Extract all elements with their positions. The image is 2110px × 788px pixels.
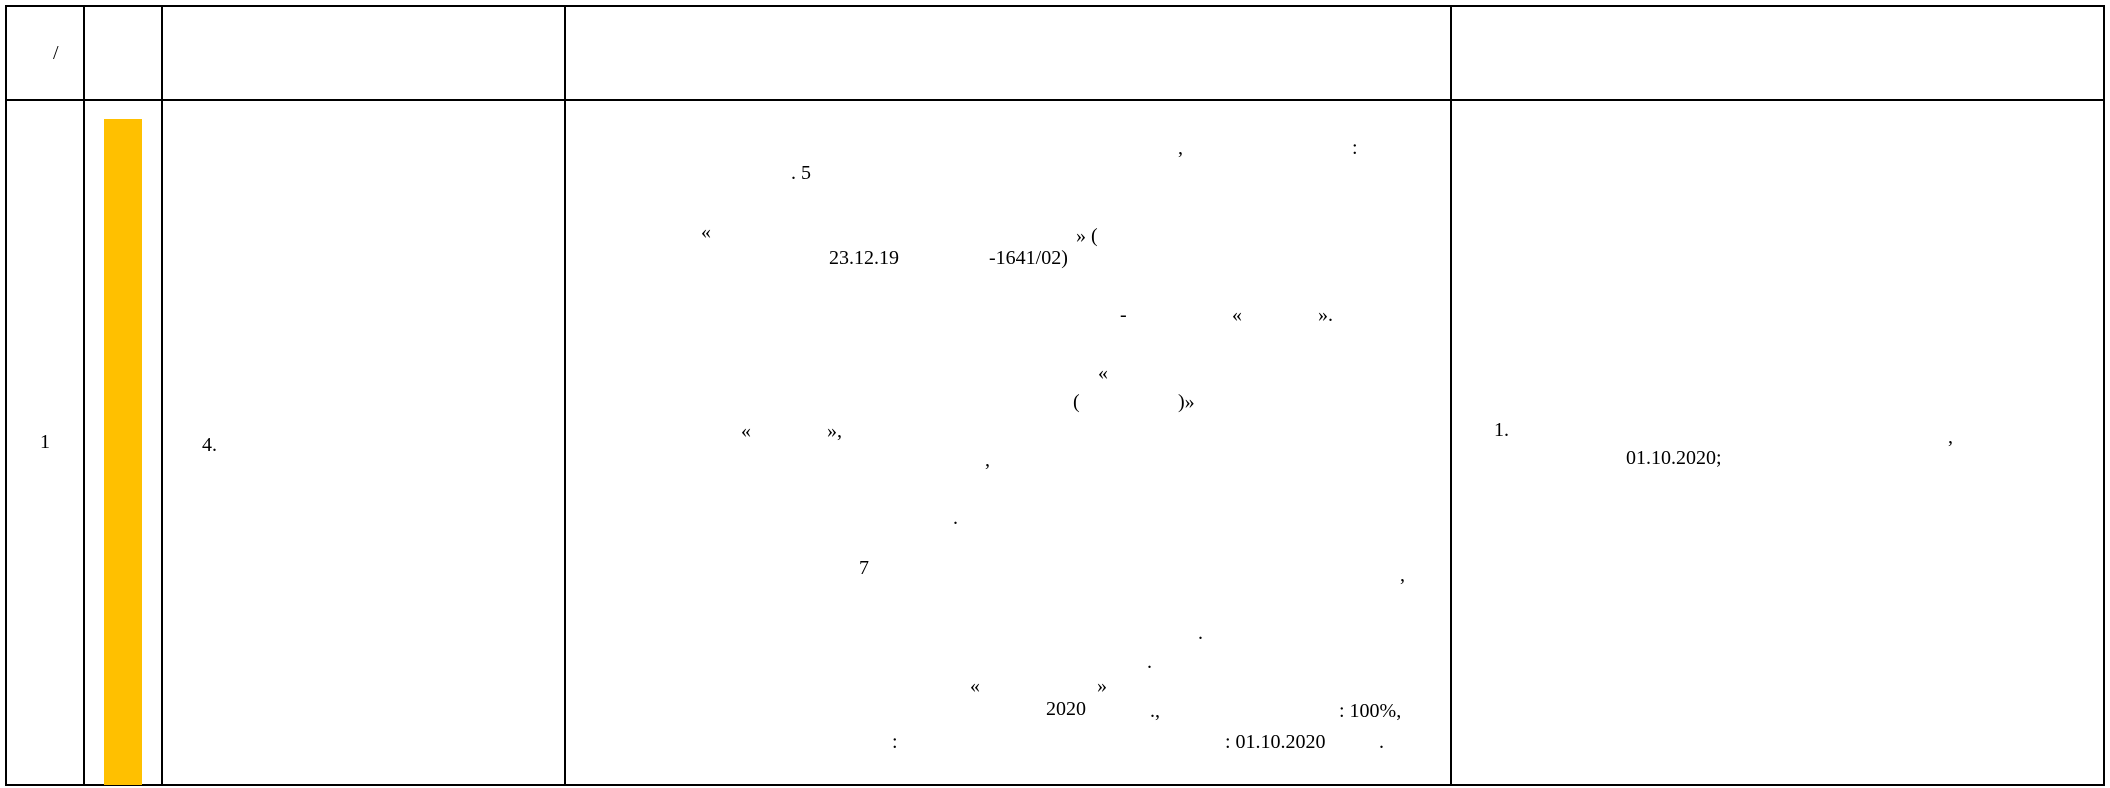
description-text: :: [892, 731, 898, 753]
description-text: » (: [1076, 225, 1098, 247]
description-text: : 01.10.2020: [1225, 731, 1326, 753]
column-divider-1: [83, 5, 85, 786]
row-item-number: 4.: [202, 434, 217, 456]
description-text: .: [953, 507, 958, 529]
column-divider-4: [1450, 5, 1452, 786]
result-item-number: 1.: [1494, 419, 1509, 441]
table-border-top: [5, 5, 2105, 7]
result-comma: ,: [1948, 426, 1953, 448]
column-divider-2: [161, 5, 163, 786]
description-text: «: [701, 221, 711, 243]
row-number: 1: [40, 431, 50, 453]
description-text: «: [1098, 362, 1108, 384]
description-text: (: [1073, 391, 1080, 413]
description-text: .: [1147, 651, 1152, 673]
description-text: 7: [859, 557, 869, 579]
description-text: ».: [1318, 304, 1333, 326]
description-text: ,: [1400, 564, 1405, 586]
result-date: 01.10.2020;: [1626, 447, 1722, 469]
description-text: : 100%,: [1339, 700, 1402, 722]
description-text: .,: [1150, 700, 1160, 722]
table-header-divider: [5, 99, 2105, 101]
table-border-left: [5, 5, 7, 786]
description-text: .: [1198, 622, 1203, 644]
description-text: ,: [1178, 137, 1183, 159]
description-text: ,: [985, 449, 990, 471]
description-text: »: [1097, 675, 1107, 697]
description-text: «: [1232, 304, 1242, 326]
table-border-bottom: [5, 784, 2105, 786]
table-border-right: [2103, 5, 2105, 786]
description-text: .: [1379, 731, 1384, 753]
description-text: 2020: [1046, 698, 1086, 720]
description-text: -: [1120, 304, 1127, 326]
description-text: :: [1352, 137, 1358, 159]
description-text: «: [970, 675, 980, 697]
header-number-sign: /: [53, 42, 59, 64]
description-text: »,: [827, 420, 842, 442]
description-text: -1641/02): [989, 247, 1068, 269]
description-text: «: [741, 420, 751, 442]
description-text: . 5: [791, 162, 811, 184]
status-bar: [104, 119, 142, 785]
description-text: 23.12.19: [829, 247, 899, 269]
description-text: )»: [1178, 391, 1195, 413]
column-divider-3: [564, 5, 566, 786]
